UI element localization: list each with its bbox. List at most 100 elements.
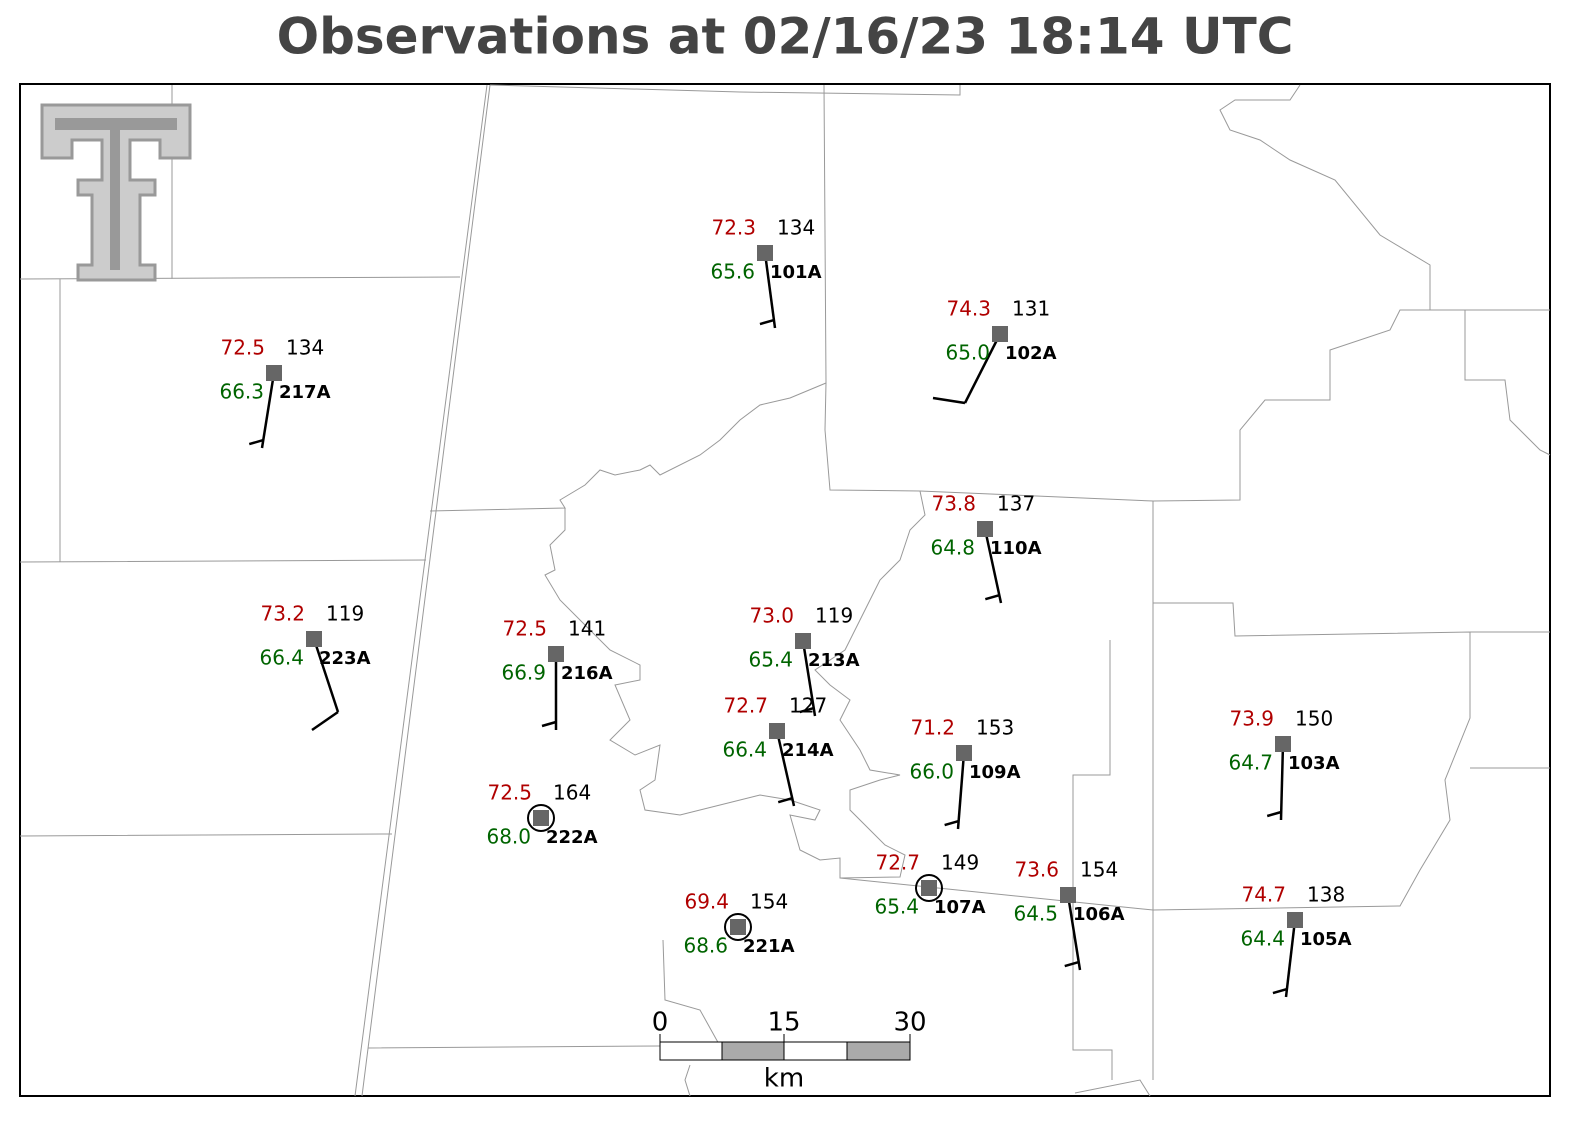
- station-marker: [956, 745, 972, 761]
- dewpoint: 65.0: [945, 341, 990, 365]
- pressure: 138: [1307, 883, 1345, 907]
- wind-barb: [1266, 810, 1282, 818]
- station-id: 102A: [1005, 343, 1057, 364]
- temperature: 72.7: [723, 694, 768, 718]
- boundaries: [19, 84, 1551, 1097]
- map-title: Observations at 02/16/23 18:14 UTC: [277, 8, 1294, 66]
- wind-barb: [1064, 960, 1080, 968]
- scale-label: 0: [652, 1008, 669, 1038]
- station: 73.2 119 66.4 223A: [259, 602, 371, 732]
- dewpoint: 64.4: [1240, 927, 1285, 951]
- station-id: 109A: [969, 762, 1021, 783]
- station-id: 107A: [934, 897, 986, 918]
- dewpoint: 68.6: [683, 934, 728, 958]
- pressure: 150: [1295, 707, 1333, 731]
- station-id: 101A: [770, 262, 822, 283]
- wind-barb: [759, 318, 775, 326]
- dewpoint: 66.4: [722, 738, 767, 762]
- station-id: 110A: [990, 538, 1042, 559]
- wind-barb: [763, 252, 777, 329]
- pressure: 154: [750, 890, 788, 914]
- dewpoint: 64.7: [1228, 751, 1273, 775]
- dewpoint: 66.4: [259, 646, 304, 670]
- dewpoint: 65.4: [748, 648, 793, 672]
- pressure: 141: [568, 617, 606, 641]
- pressure: 154: [1080, 858, 1118, 882]
- wind-barb: [312, 638, 340, 713]
- station-id: 105A: [1300, 929, 1352, 950]
- scale-label: 30: [893, 1008, 926, 1038]
- station: 71.2 153 66.0 109A: [909, 716, 1021, 830]
- station: 72.5 164 68.0 222A: [486, 781, 597, 849]
- station: 73.8 137 64.8 110A: [930, 492, 1042, 604]
- station: 72.7 127 66.4 214A: [722, 694, 834, 807]
- pressure: 131: [1012, 297, 1050, 321]
- pressure: 134: [777, 216, 815, 240]
- temperature: 72.5: [487, 781, 532, 805]
- station: 73.6 154 64.5 106A: [1013, 858, 1125, 971]
- station-id: 222A: [546, 827, 598, 848]
- station-marker: [266, 365, 282, 381]
- scale-unit: km: [764, 1064, 804, 1094]
- temperature: 72.3: [711, 216, 756, 240]
- temperature: 74.7: [1241, 883, 1286, 907]
- station: 74.7 138 64.4 105A: [1240, 883, 1352, 998]
- station: 72.5 141 66.9 216A: [501, 617, 613, 730]
- station-marker: [992, 326, 1008, 342]
- calm-circle: [915, 874, 943, 902]
- station-marker: [977, 521, 993, 537]
- wind-barb: [1066, 894, 1082, 971]
- temperature: 73.6: [1014, 858, 1059, 882]
- station-id: 214A: [782, 740, 834, 761]
- station: 73.0 119 65.4 213A: [748, 604, 860, 717]
- dewpoint: 64.5: [1013, 902, 1058, 926]
- calm-circle: [724, 913, 752, 941]
- pressure: 153: [976, 716, 1014, 740]
- temperature: 69.4: [684, 890, 729, 914]
- temperature: 73.2: [260, 602, 305, 626]
- station: 74.3 131 65.0 102A: [932, 297, 1057, 405]
- pressure: 119: [326, 602, 364, 626]
- station-marker: [921, 880, 937, 896]
- temperature: 73.9: [1229, 707, 1274, 731]
- station-marker: [730, 919, 746, 935]
- pressure: 149: [941, 851, 979, 875]
- station: 72.7 149 65.4 107A: [874, 851, 985, 919]
- temperature: 73.8: [931, 492, 976, 516]
- pressure: 127: [789, 694, 827, 718]
- wind-barb: [799, 706, 815, 714]
- scale-bar: 0 15 30 km: [652, 1008, 927, 1094]
- station-marker: [1275, 736, 1291, 752]
- temperature: 71.2: [910, 716, 955, 740]
- temperature: 74.3: [946, 297, 991, 321]
- wind-barb: [1272, 987, 1288, 995]
- station: 72.3 134 65.6 101A: [710, 216, 822, 329]
- station-marker: [769, 723, 785, 739]
- dewpoint: 66.9: [501, 661, 546, 685]
- wind-barb: [1284, 919, 1297, 998]
- station: 69.4 154 68.6 221A: [683, 890, 794, 958]
- station-marker: [757, 245, 773, 261]
- wind-barb: [983, 528, 1003, 604]
- map-frame: [19, 83, 1551, 1097]
- dewpoint: 65.6: [710, 260, 755, 284]
- wind-barb: [777, 796, 793, 804]
- wind-barb: [984, 593, 1000, 601]
- dewpoint: 68.0: [486, 825, 531, 849]
- station-marker: [306, 631, 322, 647]
- pressure: 137: [997, 492, 1035, 516]
- wind-barb: [963, 333, 1002, 404]
- pressure: 134: [286, 336, 324, 360]
- station-id: 223A: [319, 648, 371, 669]
- station-marker: [548, 646, 564, 662]
- logo: [40, 103, 192, 282]
- wind-barb: [541, 720, 557, 728]
- wind-barb: [956, 752, 966, 830]
- scale-label: 15: [767, 1008, 800, 1038]
- dewpoint: 66.3: [219, 380, 264, 404]
- temperature: 72.5: [502, 617, 547, 641]
- wind-barb: [932, 396, 966, 405]
- calm-circle: [527, 804, 555, 832]
- dewpoint: 66.0: [909, 760, 954, 784]
